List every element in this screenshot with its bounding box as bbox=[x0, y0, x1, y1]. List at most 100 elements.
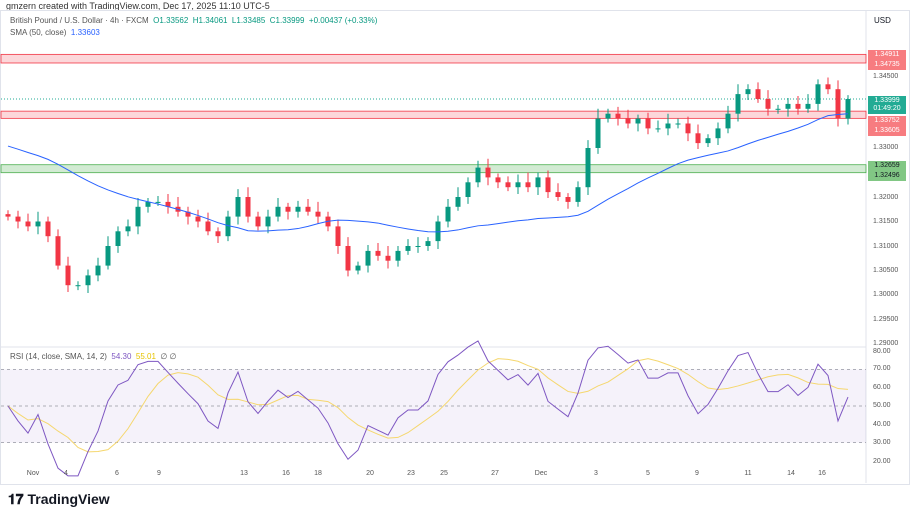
change-value: +0.00437 (+0.33%) bbox=[308, 16, 378, 25]
candle-body bbox=[405, 246, 411, 251]
candle-body bbox=[535, 177, 541, 188]
zone3-top-label: 1.32659 bbox=[868, 161, 906, 171]
x-axis-label: 5 bbox=[646, 470, 650, 477]
rsi-sma-line bbox=[7, 358, 849, 453]
candle-body bbox=[625, 118, 631, 124]
countdown: 01:49:20 bbox=[873, 105, 901, 112]
candle-body bbox=[485, 167, 491, 178]
x-axis-label: 14 bbox=[787, 470, 795, 477]
candle-body bbox=[435, 221, 441, 242]
candle-body bbox=[265, 216, 271, 227]
rsi-tick: 60.00 bbox=[873, 384, 891, 391]
candle-body bbox=[605, 113, 611, 119]
candle-body bbox=[185, 211, 191, 217]
sma-label[interactable]: SMA (50, close) bbox=[10, 28, 67, 37]
x-axis-label: Nov bbox=[26, 470, 40, 477]
candle-body bbox=[25, 221, 31, 227]
currency-label[interactable]: USD bbox=[874, 16, 891, 25]
rsi-sma-value: 55.01 bbox=[135, 352, 156, 361]
candle-body bbox=[635, 118, 641, 124]
x-axis-label: 9 bbox=[157, 470, 161, 477]
candle-body bbox=[55, 236, 61, 266]
high-value: H1.34061 bbox=[192, 16, 228, 25]
logo-icon: 𝟏𝟕 bbox=[8, 491, 28, 507]
candle-body bbox=[305, 206, 311, 212]
x-axis-label: 11 bbox=[744, 470, 752, 477]
candle-body bbox=[165, 201, 171, 207]
candle-body bbox=[365, 250, 371, 266]
candle-body bbox=[495, 177, 501, 183]
candle-body bbox=[765, 99, 771, 109]
price-tick: 1.32000 bbox=[873, 194, 899, 201]
candle-body bbox=[505, 182, 511, 188]
candle-body bbox=[295, 206, 301, 212]
x-axis-label: 6 bbox=[115, 470, 119, 477]
x-axis-label: 16 bbox=[818, 470, 826, 477]
candle-body bbox=[195, 216, 201, 222]
candle-body bbox=[675, 123, 681, 125]
candle-body bbox=[125, 226, 131, 232]
candle-body bbox=[745, 89, 751, 95]
x-axis-label: 20 bbox=[366, 470, 374, 477]
chart-legend: British Pound / U.S. Dollar · 4h · FXCM … bbox=[10, 15, 377, 39]
open-value: O1.33562 bbox=[153, 16, 189, 25]
candle-body bbox=[285, 206, 291, 212]
symbol-title[interactable]: British Pound / U.S. Dollar · 4h · FXCM bbox=[10, 16, 149, 25]
candle-body bbox=[715, 128, 721, 139]
rsi-line bbox=[7, 340, 849, 477]
candle-body bbox=[395, 250, 401, 261]
zone3-bottom-label: 1.32496 bbox=[868, 171, 906, 181]
candle-body bbox=[825, 84, 831, 90]
candle-body bbox=[805, 103, 811, 109]
candle-body bbox=[35, 221, 41, 227]
candle-body bbox=[135, 206, 141, 227]
candle-body bbox=[555, 192, 561, 197]
candle-body bbox=[215, 231, 221, 237]
logo-text: TradingView bbox=[27, 491, 110, 507]
candle-body bbox=[815, 84, 821, 104]
candle-body bbox=[65, 265, 71, 286]
x-axis-label: 9 bbox=[695, 470, 699, 477]
zone1-top-label: 1.34911 bbox=[868, 50, 906, 60]
x-axis-label: Dec bbox=[534, 470, 548, 477]
candle-body bbox=[735, 94, 741, 114]
candle-body bbox=[345, 246, 351, 271]
rsi-legend: RSI (14, close, SMA, 14, 2) 54.30 55.01 … bbox=[10, 352, 177, 361]
candle-body bbox=[725, 113, 731, 129]
candle-body bbox=[595, 118, 601, 148]
candle-body bbox=[755, 89, 761, 99]
price-tick: 1.29000 bbox=[873, 340, 899, 347]
zone2-top-label: 1.33752 bbox=[868, 116, 906, 126]
candle-body bbox=[385, 255, 391, 261]
candle-body bbox=[95, 265, 101, 276]
candle-body bbox=[655, 128, 661, 130]
candle-body bbox=[705, 138, 711, 144]
zone1-bottom-label: 1.34735 bbox=[868, 60, 906, 70]
candle-body bbox=[565, 197, 571, 202]
candle-body bbox=[355, 265, 361, 271]
low-value: L1.33485 bbox=[231, 16, 266, 25]
candle-body bbox=[545, 177, 551, 193]
rsi-tick: 50.00 bbox=[873, 402, 891, 409]
candle-body bbox=[465, 182, 471, 197]
candle-body bbox=[525, 182, 531, 188]
candle-body bbox=[455, 197, 461, 207]
candle-body bbox=[225, 216, 231, 237]
candle-body bbox=[415, 246, 421, 247]
candle-body bbox=[835, 89, 841, 119]
candle-body bbox=[775, 108, 781, 110]
close-value: C1.33999 bbox=[269, 16, 305, 25]
candle-body bbox=[105, 246, 111, 266]
candle-body bbox=[685, 123, 691, 134]
candle-body bbox=[75, 285, 81, 287]
candle-body bbox=[145, 201, 151, 207]
candle-body bbox=[5, 214, 11, 217]
tradingview-logo[interactable]: 𝟏𝟕 TradingView bbox=[8, 491, 110, 508]
candle-body bbox=[45, 221, 51, 237]
x-axis-label: 16 bbox=[282, 470, 290, 477]
support-zone bbox=[0, 164, 867, 174]
candle-body bbox=[585, 148, 591, 188]
rsi-label[interactable]: RSI (14, close, SMA, 14, 2) bbox=[10, 352, 107, 361]
rsi-tick: 70.00 bbox=[873, 365, 891, 372]
